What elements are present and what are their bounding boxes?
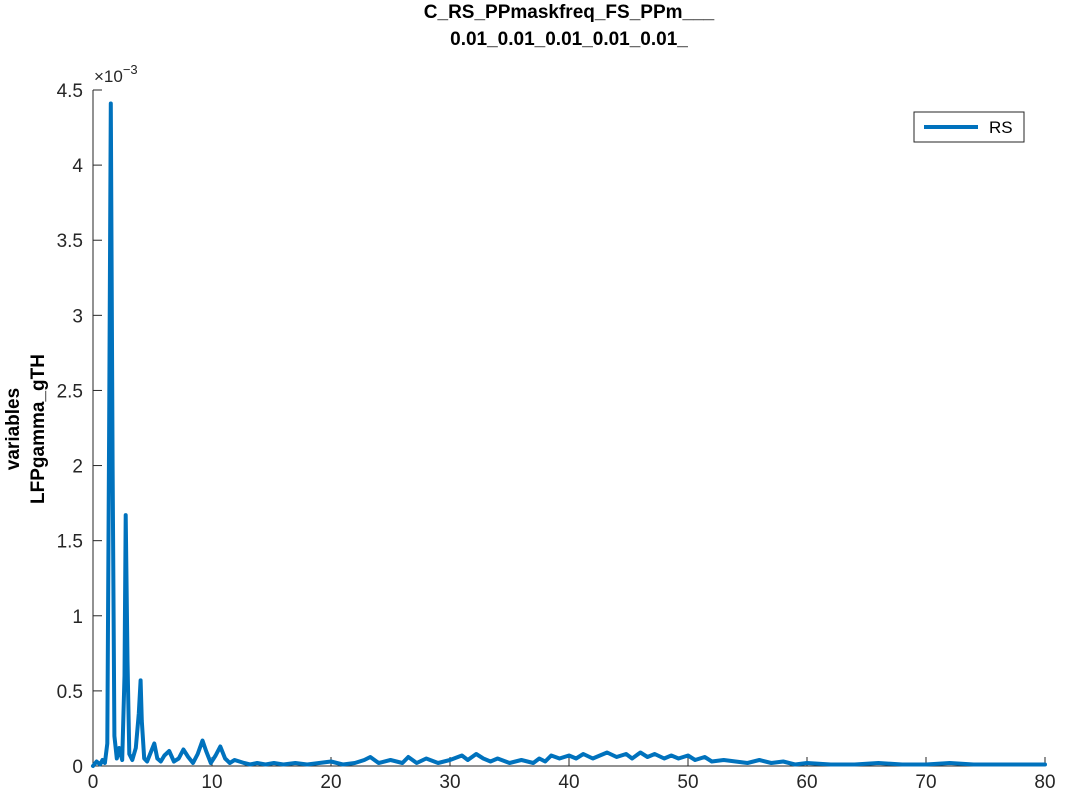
y-tick-label: 2.5 xyxy=(57,381,83,402)
x-tick-label: 60 xyxy=(796,772,817,793)
series-line-rs xyxy=(91,101,1047,768)
legend: RS xyxy=(913,111,1025,143)
x-tick-label: 10 xyxy=(201,772,222,793)
y-axis-exponent: ×10−3 xyxy=(94,62,138,86)
y-tick-label: 2 xyxy=(72,457,83,478)
y-tick-label: 1.5 xyxy=(57,532,83,553)
y-axis-label-line-1: variables xyxy=(3,388,24,470)
series-layer xyxy=(91,101,1047,768)
y-tick-label: 3.5 xyxy=(57,231,83,252)
y-axis-exponent-power: −3 xyxy=(123,62,138,77)
x-tick-label: 80 xyxy=(1034,772,1055,793)
x-tick-label: 50 xyxy=(677,772,698,793)
chart-title-line-1: C_RS_PPmaskfreq_FS_PPm___ xyxy=(423,2,715,23)
y-axis-label-line-2: LFPgamma_gTH xyxy=(28,354,49,504)
y-tick-label: 3 xyxy=(72,306,83,327)
plot-axes: 0 10 20 30 40 50 60 70 80 0 0.5 1 1.5 2 2.5 3 3.5 4 4.5 xyxy=(57,81,1056,793)
x-tick-label: 0 xyxy=(88,772,99,793)
legend-label: RS xyxy=(989,118,1013,137)
x-tick-label: 30 xyxy=(439,772,460,793)
x-tick-label: 20 xyxy=(320,772,341,793)
y-tick-label: 4.5 xyxy=(57,81,83,102)
y-tick-label: 1 xyxy=(72,607,83,628)
y-axis-exponent-base: ×10 xyxy=(94,67,123,86)
chart-title-line-2: 0.01_0.01_0.01_0.01_0.01_ xyxy=(450,29,688,50)
x-tick-label: 40 xyxy=(558,772,579,793)
y-tick-label: 4 xyxy=(72,156,83,177)
x-tick-label: 70 xyxy=(915,772,936,793)
y-tick-label: 0.5 xyxy=(57,682,83,703)
y-tick-label: 0 xyxy=(72,757,83,778)
